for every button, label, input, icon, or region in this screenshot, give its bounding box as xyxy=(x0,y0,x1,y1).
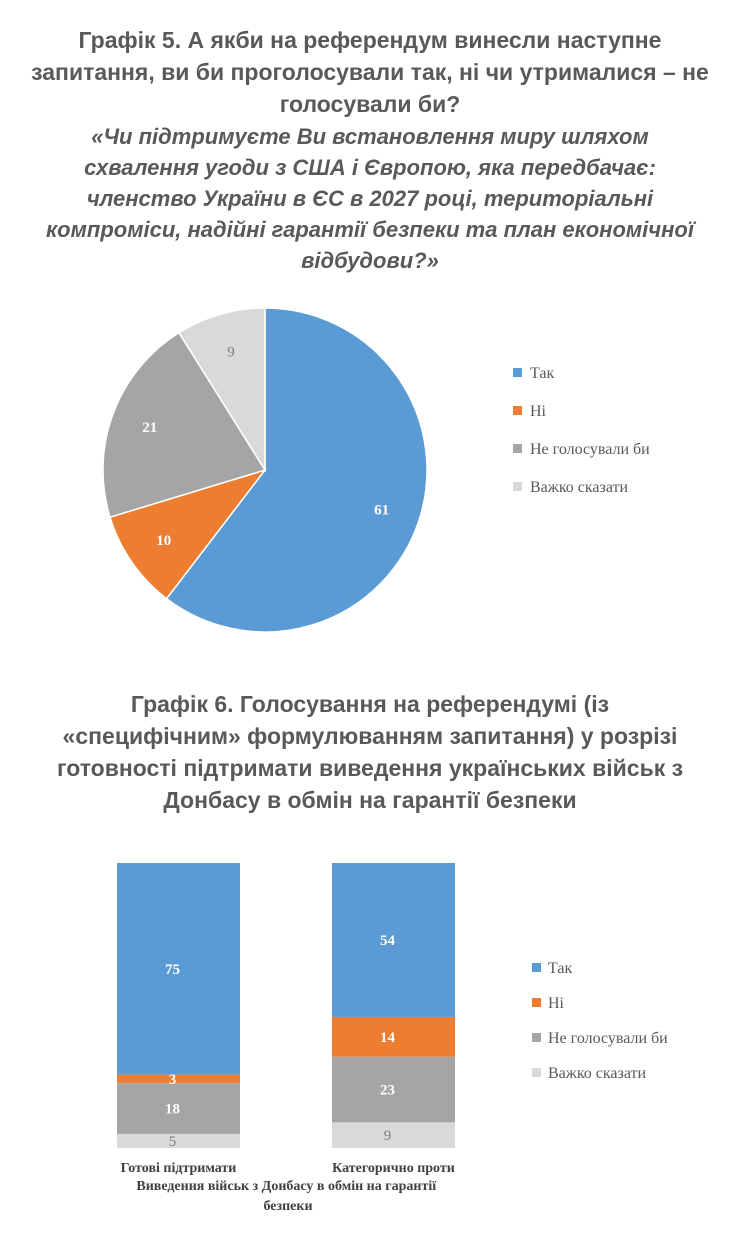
chart5-title-line: Графік 5. А якби на референдум винесли н… xyxy=(78,27,662,53)
chart5-question: «Чи підтримуєте Ви встановлення миру шля… xyxy=(10,121,730,276)
bar-value-label: 3 xyxy=(169,1072,177,1088)
legend-label: Ні xyxy=(548,995,565,1012)
bar-segment xyxy=(117,1074,240,1084)
pie-slice xyxy=(165,307,428,633)
legend-swatch xyxy=(532,1033,541,1042)
bar-segment xyxy=(117,863,240,1075)
bar-axis-title-line: безпеки xyxy=(263,1199,312,1214)
chart6-title-line: Донбасу в обмін на гарантії безпеки xyxy=(163,787,577,813)
stacked-bar-chart: 5 18 3 75 9 23 14 54 Готові підтримати Категорич… xyxy=(117,863,668,1214)
legend-label: Не голосували би xyxy=(530,441,650,458)
bar-axis-title: Виведення військ з Донбасу в обмін на га… xyxy=(136,1179,439,1214)
chart5-question-line: схвалення угоди з США і Європою, яка пер… xyxy=(84,155,656,180)
bar-value-label: 5 xyxy=(169,1134,177,1150)
legend-label: Важко сказати xyxy=(548,1065,647,1082)
bar-value-label: 23 xyxy=(380,1083,395,1099)
chart5-title-line: запитання, ви би проголосували так, ні ч… xyxy=(31,59,709,85)
chart5-title-line: голосували би? xyxy=(279,91,461,117)
bar-value-label: 9 xyxy=(384,1128,392,1144)
chart6-title-line: Графік 6. Голосування на референдумі (із xyxy=(130,691,610,717)
chart5-question-line: компроміси, надійні гарантії безпеки та … xyxy=(46,217,694,242)
legend-swatch xyxy=(532,1068,541,1077)
chart5-question-line: членство України в ЄС в 2027 році, терит… xyxy=(86,186,654,211)
legend-label: Важко сказати xyxy=(530,479,629,496)
bar-segment xyxy=(117,1083,240,1134)
legend-swatch xyxy=(513,406,522,415)
chart6-title-line: «специфічним» формулюванням запитання) у… xyxy=(62,723,678,749)
bar-category-label: Категорично проти xyxy=(332,1161,455,1176)
bar-value-labels: 5 18 3 75 9 23 14 54 xyxy=(165,933,396,1150)
bar-category-labels: Готові підтримати Категорично проти xyxy=(121,1161,455,1176)
chart6-title: Графік 6. Голосування на референдумі (із… xyxy=(20,688,720,816)
bar-legend: Так Ні Не голосували би Важко сказати xyxy=(532,960,668,1082)
legend-label: Так xyxy=(530,365,554,382)
legend-label: Не голосували би xyxy=(548,1030,668,1047)
bar-segment xyxy=(332,1056,455,1123)
bar-category-label: Готові підтримати xyxy=(121,1161,237,1176)
pie-slice-label: 9 xyxy=(227,345,235,361)
pie-slice xyxy=(102,331,267,519)
pie-chart: 61 10 21 9 Так Ні Не голосували би Важко сказа… xyxy=(102,307,650,633)
legend-swatch xyxy=(513,444,522,453)
bar-segment xyxy=(332,1122,455,1148)
pie-labels: 61 10 21 9 xyxy=(142,345,389,550)
bar-segment xyxy=(117,1133,240,1148)
chart5-title: Графік 5. А якби на референдум винесли н… xyxy=(20,24,720,120)
chart6-title-line: готовності підтримати виведення українсь… xyxy=(56,755,684,781)
legend-label: Так xyxy=(548,960,572,977)
pie-slice xyxy=(109,468,268,600)
bar-value-label: 54 xyxy=(380,933,396,949)
pie-slice-label: 21 xyxy=(142,420,157,436)
chart5-question-line: «Чи підтримуєте Ви встановлення миру шля… xyxy=(91,124,649,149)
pie-legend: Так Ні Не голосували би Важко сказати xyxy=(513,365,650,496)
chart5-question-line: відбудови?» xyxy=(301,248,439,273)
bar-value-label: 75 xyxy=(165,962,180,978)
legend-swatch xyxy=(532,963,541,972)
pie-slice-label: 61 xyxy=(374,503,389,519)
legend-swatch xyxy=(513,482,522,491)
legend-label: Ні xyxy=(530,403,547,420)
pie-slice-label: 10 xyxy=(156,533,171,549)
pie-slice xyxy=(177,307,266,473)
legend-swatch xyxy=(532,998,541,1007)
bar-value-label: 14 xyxy=(380,1030,396,1046)
pie-slices xyxy=(102,307,428,633)
legend-swatch xyxy=(513,368,522,377)
bar-segment xyxy=(332,863,455,1017)
bar-value-label: 18 xyxy=(165,1102,180,1118)
bar-segment xyxy=(332,1016,455,1057)
bar-segments xyxy=(117,863,455,1148)
bar-axis-title-line: Виведення військ з Донбасу в обмін на га… xyxy=(136,1179,436,1194)
